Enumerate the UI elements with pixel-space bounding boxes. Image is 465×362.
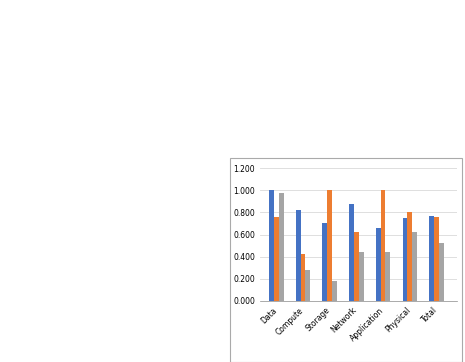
Bar (279, 193, 284, 301)
Bar (381, 190, 385, 301)
Bar (403, 218, 407, 301)
Bar (306, 270, 310, 301)
Bar (327, 190, 332, 301)
Bar (439, 243, 444, 301)
Bar (349, 203, 354, 301)
Bar (407, 212, 412, 301)
Bar (354, 232, 359, 301)
Bar (300, 254, 306, 301)
Bar (332, 281, 337, 301)
Bar (296, 210, 300, 301)
Bar (269, 190, 274, 301)
Bar (385, 252, 390, 301)
Bar (434, 217, 439, 301)
Bar (359, 252, 364, 301)
Bar (429, 216, 434, 301)
Bar (274, 217, 279, 301)
Bar (376, 228, 381, 301)
Bar (412, 232, 417, 301)
Bar (323, 223, 327, 301)
